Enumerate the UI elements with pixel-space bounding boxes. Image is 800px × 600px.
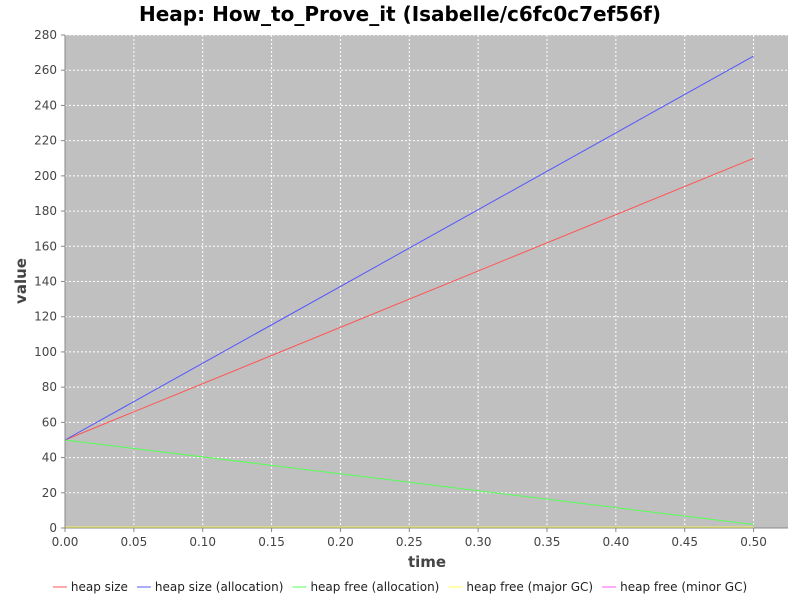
- legend-label: heap free (major GC): [466, 580, 593, 594]
- y-axis-label: value: [12, 258, 30, 304]
- y-tick-label: 100: [34, 345, 57, 359]
- y-tick-label: 180: [34, 204, 57, 218]
- legend-label: heap free (allocation): [310, 580, 439, 594]
- x-tick-label: 0.40: [602, 535, 629, 549]
- y-tick-label: 20: [42, 486, 57, 500]
- legend-item: heap size (allocation): [136, 580, 284, 594]
- legend: heap size heap size (allocation) heap free…: [52, 580, 747, 594]
- y-tick-label: 40: [42, 451, 57, 465]
- series-line-0: [64, 157, 754, 441]
- series-line-2: [64, 439, 754, 525]
- x-tick-label: 0.45: [671, 535, 698, 549]
- x-tick-label: 0.10: [189, 535, 216, 549]
- x-axis-label: time: [408, 553, 446, 571]
- x-tick-label: 0.00: [52, 535, 79, 549]
- y-tick-label: 140: [34, 275, 57, 289]
- grid-lines: [65, 34, 788, 528]
- y-tick-label: 280: [34, 28, 57, 42]
- legend-label: heap size: [71, 580, 128, 594]
- x-tick-label: 0.15: [258, 535, 285, 549]
- legend-item: heap free (allocation): [292, 580, 439, 594]
- legend-label: heap free (minor GC): [620, 580, 747, 594]
- x-axis-ticks: 0.00 0.05 0.10 0.15 0.20 0.25 0.30 0.35 0.40 0.45…: [52, 528, 767, 549]
- y-tick-label: 60: [42, 415, 57, 429]
- y-tick-label: 260: [34, 63, 57, 77]
- x-tick-label: 0.25: [396, 535, 423, 549]
- legend-item: heap free (minor GC): [602, 580, 747, 594]
- legend-label: heap size (allocation): [155, 580, 284, 594]
- legend-item: heap size: [52, 580, 128, 594]
- x-tick-label: 0.35: [534, 535, 561, 549]
- y-tick-label: 160: [34, 239, 57, 253]
- x-tick-label: 0.05: [120, 535, 147, 549]
- y-tick-label: 80: [42, 380, 57, 394]
- y-tick-label: 0: [49, 521, 57, 535]
- y-axis-ticks: 0 20 40 60 80 100 120 140 160 180 200 220 240 260 280: [34, 28, 65, 535]
- y-tick-label: 200: [34, 169, 57, 183]
- x-tick-label: 0.50: [740, 535, 767, 549]
- x-tick-label: 0.30: [465, 535, 492, 549]
- series-line-1: [64, 55, 754, 441]
- legend-item: heap free (major GC): [448, 580, 593, 594]
- x-tick-label: 0.20: [327, 535, 354, 549]
- y-tick-label: 220: [34, 134, 57, 148]
- chart-title: Heap: How_to_Prove_it (Isabelle/c6fc0c7e…: [139, 2, 661, 26]
- y-tick-label: 120: [34, 310, 57, 324]
- y-tick-label: 240: [34, 98, 57, 112]
